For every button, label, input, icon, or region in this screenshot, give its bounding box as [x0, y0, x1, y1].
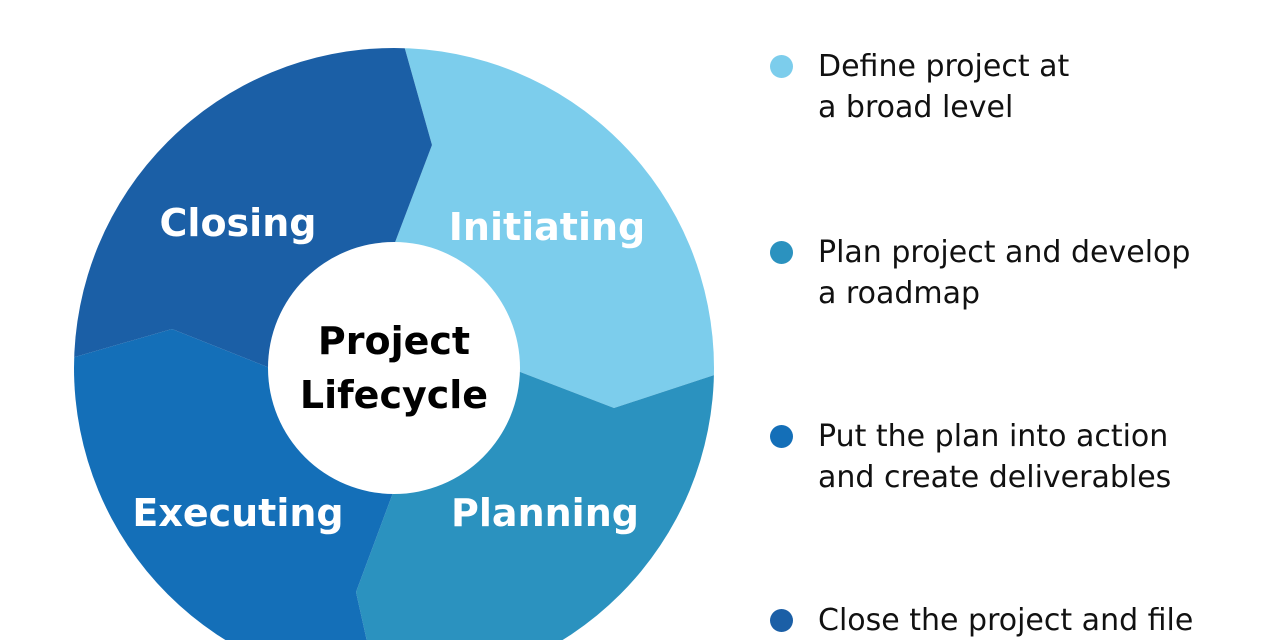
phase-label-initiating: Initiating — [449, 205, 646, 249]
legend-line: Define project at — [818, 49, 1070, 84]
phase-label-executing: Executing — [132, 491, 343, 535]
legend-line: Plan project and develop — [818, 235, 1191, 270]
legend-line: a roadmap — [818, 276, 981, 311]
legend-line: a broad level — [818, 90, 1014, 125]
center-circle — [268, 242, 520, 494]
center-title-line2: Lifecycle — [300, 373, 488, 417]
legend-item-text: Close the project and file — [818, 600, 1193, 641]
legend-item-text: Plan project and develop a roadmap — [818, 232, 1190, 314]
phase-label-closing: Closing — [160, 201, 317, 245]
legend-line: Put the plan into action — [818, 419, 1169, 454]
bullet-dot-icon — [770, 55, 793, 78]
legend-item-text: Define project at a broad level — [818, 46, 1069, 128]
bullet-dot-icon — [770, 425, 793, 448]
project-lifecycle-diagram: Project Lifecycle Closing Initiating Exe… — [74, 48, 714, 640]
bullet-dot-icon — [770, 609, 793, 632]
center-title-line1: Project — [318, 319, 470, 363]
phase-legend: Define project at a broad level Plan pro… — [768, 0, 1280, 640]
legend-item-text: Put the plan into action and create deli… — [818, 416, 1171, 498]
legend-line: and create deliverables — [818, 460, 1172, 495]
phase-label-planning: Planning — [451, 491, 639, 535]
legend-line: Close the project and file — [818, 603, 1194, 638]
bullet-dot-icon — [770, 241, 793, 264]
